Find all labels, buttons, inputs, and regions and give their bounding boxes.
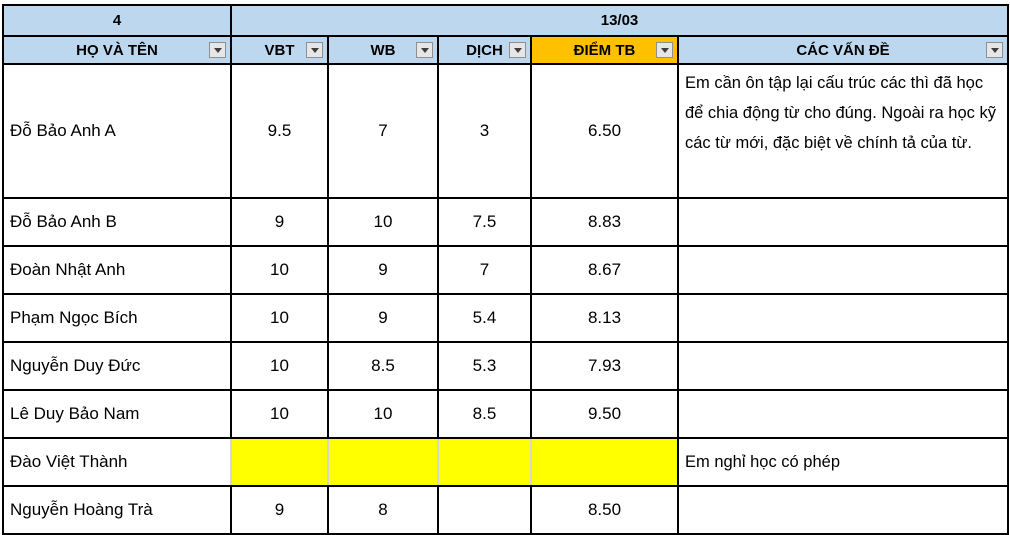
student-name-cell[interactable]: Đỗ Bảo Anh B [2, 197, 232, 247]
wb-score-cell[interactable]: 9 [327, 245, 439, 295]
dich-score-cell[interactable]: 7.5 [437, 197, 532, 247]
student-row: Nguyễn Hoàng Trà 9 8 8.50 [2, 485, 1010, 535]
score-sheet: 4 13/03 HỌ VÀ TÊN VBT WB DỊCH ĐIỂM TB CÁ… [2, 4, 1010, 535]
column-header-name-label: HỌ VÀ TÊN [76, 41, 158, 59]
avg-score-cell[interactable]: 7.93 [530, 341, 679, 391]
filter-button-dich[interactable] [509, 42, 526, 58]
student-row: Đỗ Bảo Anh B 9 10 7.5 8.83 [2, 197, 1010, 247]
header-row: HỌ VÀ TÊN VBT WB DỊCH ĐIỂM TB CÁC VẤN ĐỀ [2, 35, 1010, 65]
column-header-dich[interactable]: DỊCH [437, 35, 532, 65]
week-number-cell[interactable]: 4 [2, 4, 232, 37]
filter-dropdown-icon [420, 47, 429, 53]
student-name-cell[interactable]: Phạm Ngọc Bích [2, 293, 232, 343]
filter-dropdown-icon [310, 47, 319, 53]
student-row: Đỗ Bảo Anh A 9.5 7 3 6.50 Em cần ôn tập … [2, 63, 1010, 199]
avg-score-cell[interactable]: 9.50 [530, 389, 679, 439]
student-name-cell[interactable]: Đỗ Bảo Anh A [2, 63, 232, 199]
vbt-score-cell[interactable]: 10 [230, 341, 329, 391]
wb-score-cell[interactable]: 8 [327, 485, 439, 535]
column-header-diem-tb[interactable]: ĐIỂM TB [530, 35, 679, 65]
filter-dropdown-icon [213, 47, 222, 53]
student-name-cell[interactable]: Nguyễn Duy Đức [2, 341, 232, 391]
issue-note-cell[interactable] [676, 245, 1010, 295]
column-header-name[interactable]: HỌ VÀ TÊN [2, 35, 232, 65]
dich-score-cell[interactable] [437, 485, 532, 535]
dich-score-cell[interactable]: 5.4 [437, 293, 532, 343]
student-row: Nguyễn Duy Đức 10 8.5 5.3 7.93 [2, 341, 1010, 391]
filter-dropdown-icon [660, 47, 669, 53]
vbt-score-cell[interactable]: 10 [230, 389, 329, 439]
vbt-score-cell[interactable]: 9.5 [230, 63, 329, 199]
vbt-score-cell[interactable]: 10 [230, 245, 329, 295]
issue-note-cell[interactable]: Em cần ôn tập lại cấu trúc các thì đã họ… [676, 63, 1010, 199]
column-header-vbt-label: VBT [264, 41, 295, 59]
wb-score-cell[interactable]: 7 [327, 63, 439, 199]
avg-score-cell[interactable]: 8.13 [530, 293, 679, 343]
dich-score-cell[interactable]: 7 [437, 245, 532, 295]
filter-button-wb[interactable] [416, 42, 433, 58]
date-band-row: 4 13/03 [2, 4, 1010, 37]
wb-score-cell[interactable]: 9 [327, 293, 439, 343]
column-header-vbt[interactable]: VBT [230, 35, 329, 65]
filter-button-name[interactable] [209, 42, 226, 58]
filter-dropdown-icon [990, 47, 999, 53]
avg-score-cell[interactable]: 8.67 [530, 245, 679, 295]
student-name-cell[interactable]: Đào Việt Thành [2, 437, 232, 487]
column-header-diem-tb-label: ĐIỂM TB [573, 41, 636, 59]
vbt-score-cell[interactable]: 9 [230, 197, 329, 247]
dich-score-cell-highlighted[interactable] [437, 437, 532, 487]
filter-button-diem-tb[interactable] [656, 42, 673, 58]
dich-score-cell[interactable]: 5.3 [437, 341, 532, 391]
vbt-score-cell-highlighted[interactable] [230, 437, 329, 487]
avg-score-cell-highlighted[interactable] [530, 437, 679, 487]
column-header-wb[interactable]: WB [327, 35, 439, 65]
issue-note-cell[interactable]: Em nghỉ học có phép [676, 437, 1010, 487]
filter-button-issues[interactable] [986, 42, 1004, 58]
issue-note-cell[interactable] [676, 485, 1010, 535]
column-header-dich-label: DỊCH [466, 41, 503, 59]
filter-dropdown-icon [513, 47, 522, 53]
dich-score-cell[interactable]: 3 [437, 63, 532, 199]
wb-score-cell-highlighted[interactable] [327, 437, 439, 487]
column-header-issues[interactable]: CÁC VẤN ĐỀ [676, 35, 1010, 65]
issue-note-cell[interactable] [676, 389, 1010, 439]
vbt-score-cell[interactable]: 10 [230, 293, 329, 343]
student-name-cell[interactable]: Đoàn Nhật Anh [2, 245, 232, 295]
avg-score-cell[interactable]: 8.83 [530, 197, 679, 247]
score-table: 4 13/03 HỌ VÀ TÊN VBT WB DỊCH ĐIỂM TB CÁ… [2, 4, 1010, 535]
student-name-cell[interactable]: Lê Duy Bảo Nam [2, 389, 232, 439]
student-row-absent: Đào Việt Thành Em nghỉ học có phép [2, 437, 1010, 487]
student-row: Lê Duy Bảo Nam 10 10 8.5 9.50 [2, 389, 1010, 439]
issue-note-cell[interactable] [676, 293, 1010, 343]
student-row: Đoàn Nhật Anh 10 9 7 8.67 [2, 245, 1010, 295]
wb-score-cell[interactable]: 10 [327, 389, 439, 439]
issue-note-cell[interactable] [676, 341, 1010, 391]
avg-score-cell[interactable]: 6.50 [530, 63, 679, 199]
column-header-issues-label: CÁC VẤN ĐỀ [796, 41, 890, 59]
wb-score-cell[interactable]: 8.5 [327, 341, 439, 391]
filter-button-vbt[interactable] [306, 42, 323, 58]
vbt-score-cell[interactable]: 9 [230, 485, 329, 535]
column-header-wb-label: WB [370, 41, 396, 59]
wb-score-cell[interactable]: 10 [327, 197, 439, 247]
date-cell[interactable]: 13/03 [229, 4, 1010, 37]
avg-score-cell[interactable]: 8.50 [530, 485, 679, 535]
dich-score-cell[interactable]: 8.5 [437, 389, 532, 439]
student-name-cell[interactable]: Nguyễn Hoàng Trà [2, 485, 232, 535]
issue-note-cell[interactable] [676, 197, 1010, 247]
student-row: Phạm Ngọc Bích 10 9 5.4 8.13 [2, 293, 1010, 343]
